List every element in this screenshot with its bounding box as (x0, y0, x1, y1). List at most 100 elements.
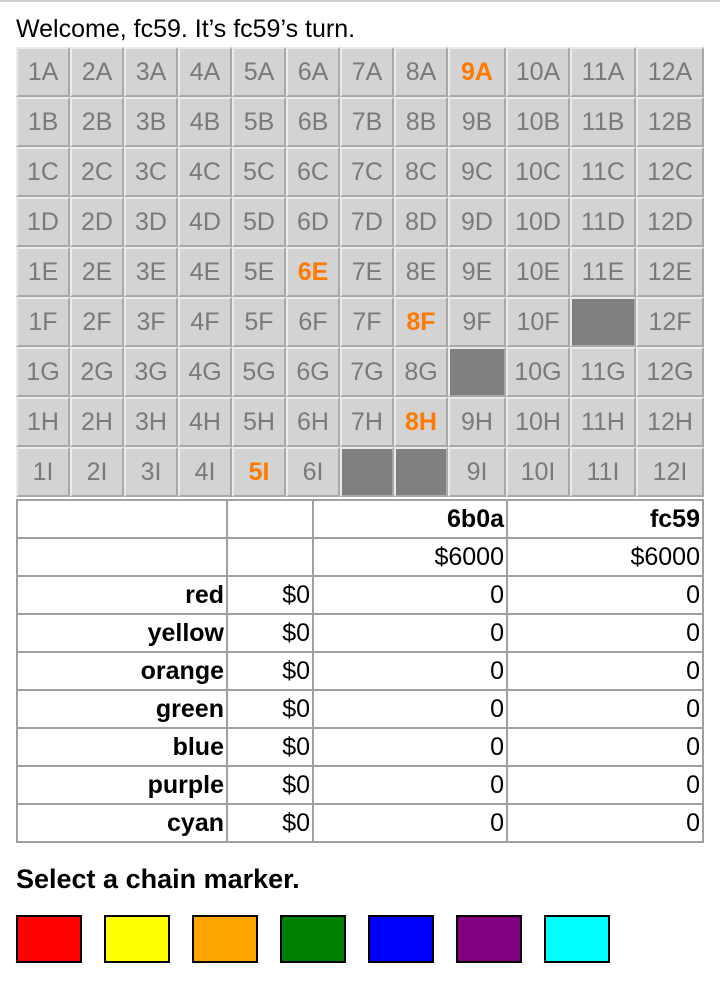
board-cell-9F[interactable]: 9F (448, 297, 506, 347)
board-cell-6G[interactable]: 6G (286, 347, 340, 397)
board-cell-1I[interactable]: 1I (16, 447, 70, 497)
board-cell-3I[interactable]: 3I (124, 447, 178, 497)
board-cell-2E[interactable]: 2E (70, 247, 124, 297)
board-cell-10H[interactable]: 10H (506, 397, 570, 447)
board-cell-1E[interactable]: 1E (16, 247, 70, 297)
board-cell-3F[interactable]: 3F (124, 297, 178, 347)
board-cell-11I[interactable]: 11I (570, 447, 636, 497)
board-cell-3G[interactable]: 3G (124, 347, 178, 397)
chain-marker-purple[interactable] (456, 915, 522, 963)
board-cell-9D[interactable]: 9D (448, 197, 506, 247)
board-cell-12E[interactable]: 12E (636, 247, 704, 297)
board-cell-9E[interactable]: 9E (448, 247, 506, 297)
board-cell-1F[interactable]: 1F (16, 297, 70, 347)
board-cell-1A[interactable]: 1A (16, 47, 70, 97)
board-cell-4D[interactable]: 4D (178, 197, 232, 247)
board-cell-11F[interactable] (570, 297, 636, 347)
board-cell-9I[interactable]: 9I (448, 447, 506, 497)
chain-marker-yellow[interactable] (104, 915, 170, 963)
board-cell-7C[interactable]: 7C (340, 147, 394, 197)
board-cell-3B[interactable]: 3B (124, 97, 178, 147)
board-cell-8H[interactable]: 8H (394, 397, 448, 447)
board-cell-3E[interactable]: 3E (124, 247, 178, 297)
board-cell-1D[interactable]: 1D (16, 197, 70, 247)
board-cell-5A[interactable]: 5A (232, 47, 286, 97)
board-cell-12D[interactable]: 12D (636, 197, 704, 247)
board-cell-4I[interactable]: 4I (178, 447, 232, 497)
board-cell-7G[interactable]: 7G (340, 347, 394, 397)
board-cell-10B[interactable]: 10B (506, 97, 570, 147)
board-cell-9B[interactable]: 9B (448, 97, 506, 147)
board-cell-5F[interactable]: 5F (232, 297, 286, 347)
board-cell-4B[interactable]: 4B (178, 97, 232, 147)
board-cell-3C[interactable]: 3C (124, 147, 178, 197)
board-cell-6B[interactable]: 6B (286, 97, 340, 147)
board-cell-12B[interactable]: 12B (636, 97, 704, 147)
board-cell-2B[interactable]: 2B (70, 97, 124, 147)
board-cell-8C[interactable]: 8C (394, 147, 448, 197)
board-cell-1H[interactable]: 1H (16, 397, 70, 447)
board-cell-7A[interactable]: 7A (340, 47, 394, 97)
board-cell-8D[interactable]: 8D (394, 197, 448, 247)
board-cell-2G[interactable]: 2G (70, 347, 124, 397)
board-cell-11G[interactable]: 11G (570, 347, 636, 397)
board-cell-6D[interactable]: 6D (286, 197, 340, 247)
board-cell-12H[interactable]: 12H (636, 397, 704, 447)
board-cell-2A[interactable]: 2A (70, 47, 124, 97)
chain-marker-cyan[interactable] (544, 915, 610, 963)
board-cell-9A[interactable]: 9A (448, 47, 506, 97)
board-cell-12A[interactable]: 12A (636, 47, 704, 97)
board-cell-1G[interactable]: 1G (16, 347, 70, 397)
board-cell-12G[interactable]: 12G (636, 347, 704, 397)
board-cell-7D[interactable]: 7D (340, 197, 394, 247)
board-cell-7B[interactable]: 7B (340, 97, 394, 147)
board-cell-5G[interactable]: 5G (232, 347, 286, 397)
board-cell-10I[interactable]: 10I (506, 447, 570, 497)
board-cell-7F[interactable]: 7F (340, 297, 394, 347)
board-cell-12C[interactable]: 12C (636, 147, 704, 197)
board-cell-11B[interactable]: 11B (570, 97, 636, 147)
board-cell-1C[interactable]: 1C (16, 147, 70, 197)
board-cell-11H[interactable]: 11H (570, 397, 636, 447)
board-cell-10A[interactable]: 10A (506, 47, 570, 97)
board-cell-8F[interactable]: 8F (394, 297, 448, 347)
board-cell-11C[interactable]: 11C (570, 147, 636, 197)
board-cell-2F[interactable]: 2F (70, 297, 124, 347)
board-cell-11D[interactable]: 11D (570, 197, 636, 247)
board-cell-5E[interactable]: 5E (232, 247, 286, 297)
board-cell-2D[interactable]: 2D (70, 197, 124, 247)
board-cell-9H[interactable]: 9H (448, 397, 506, 447)
board-cell-8A[interactable]: 8A (394, 47, 448, 97)
board-cell-4F[interactable]: 4F (178, 297, 232, 347)
board-cell-5C[interactable]: 5C (232, 147, 286, 197)
board-cell-8E[interactable]: 8E (394, 247, 448, 297)
board-cell-5H[interactable]: 5H (232, 397, 286, 447)
board-cell-12I[interactable]: 12I (636, 447, 704, 497)
board-cell-2I[interactable]: 2I (70, 447, 124, 497)
board-cell-2C[interactable]: 2C (70, 147, 124, 197)
board-cell-3A[interactable]: 3A (124, 47, 178, 97)
board-cell-10G[interactable]: 10G (506, 347, 570, 397)
chain-marker-green[interactable] (280, 915, 346, 963)
board-cell-6A[interactable]: 6A (286, 47, 340, 97)
board-cell-4A[interactable]: 4A (178, 47, 232, 97)
board-cell-2H[interactable]: 2H (70, 397, 124, 447)
board-cell-4E[interactable]: 4E (178, 247, 232, 297)
board-cell-7H[interactable]: 7H (340, 397, 394, 447)
board-cell-3D[interactable]: 3D (124, 197, 178, 247)
board-cell-6I[interactable]: 6I (286, 447, 340, 497)
board-cell-5I[interactable]: 5I (232, 447, 286, 497)
board-cell-6H[interactable]: 6H (286, 397, 340, 447)
chain-marker-blue[interactable] (368, 915, 434, 963)
board-cell-6E[interactable]: 6E (286, 247, 340, 297)
board-cell-9G[interactable] (448, 347, 506, 397)
board-cell-4H[interactable]: 4H (178, 397, 232, 447)
board-cell-8I[interactable] (394, 447, 448, 497)
board-cell-12F[interactable]: 12F (636, 297, 704, 347)
board-cell-4C[interactable]: 4C (178, 147, 232, 197)
chain-marker-orange[interactable] (192, 915, 258, 963)
board-cell-6F[interactable]: 6F (286, 297, 340, 347)
board-cell-11A[interactable]: 11A (570, 47, 636, 97)
board-cell-8B[interactable]: 8B (394, 97, 448, 147)
board-cell-10C[interactable]: 10C (506, 147, 570, 197)
